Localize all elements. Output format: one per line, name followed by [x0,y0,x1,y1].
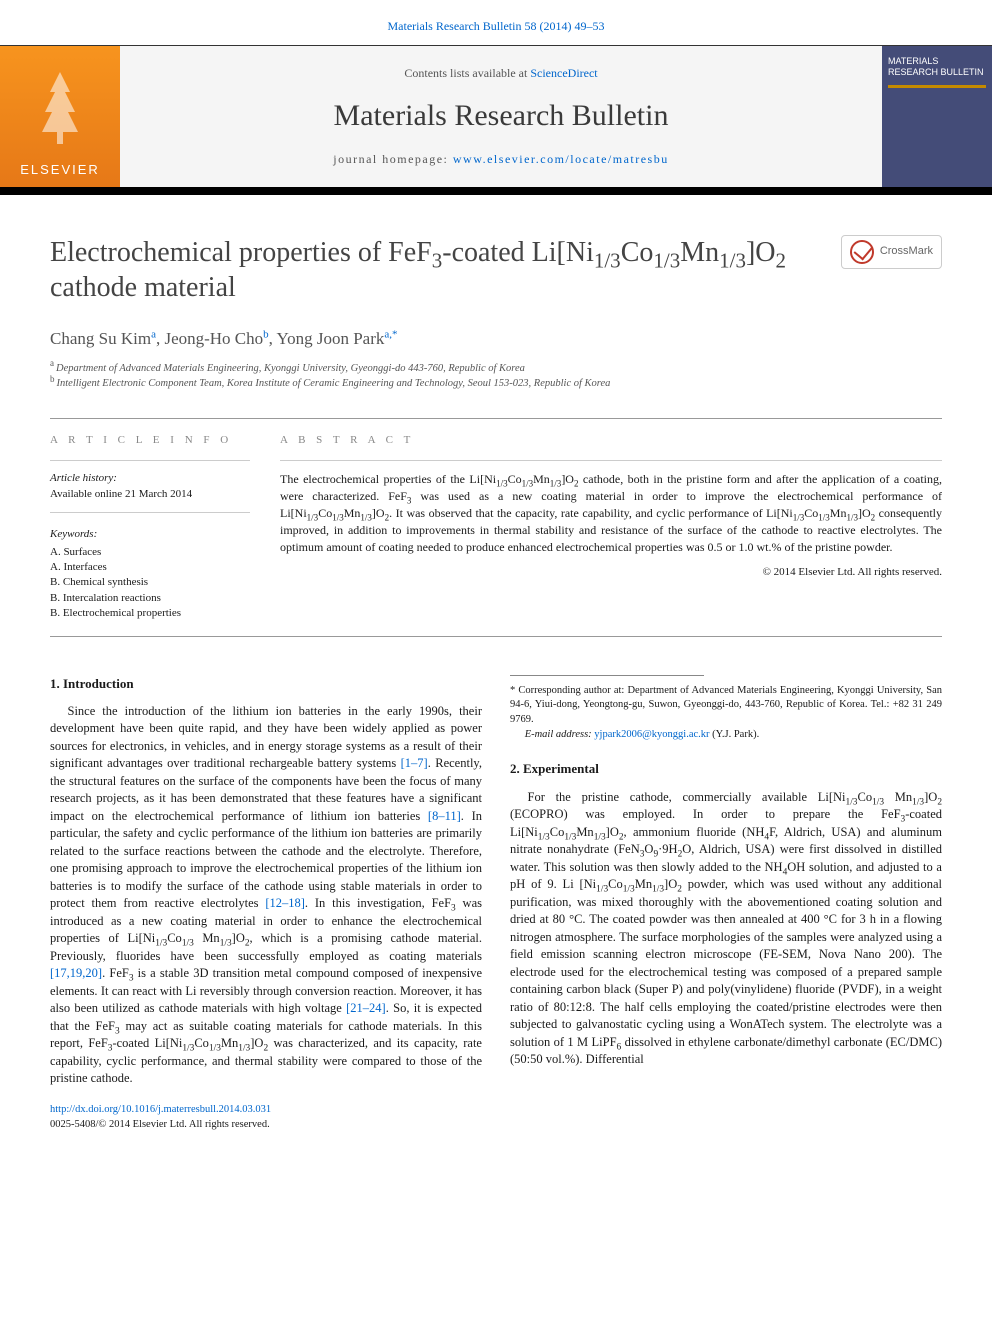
issn-copyright: 0025-5408/© 2014 Elsevier Ltd. All right… [50,1119,270,1130]
doi-block: http://dx.doi.org/10.1016/j.materresbull… [50,1103,942,1132]
article-info-heading: A R T I C L E I N F O [50,433,250,448]
crossmark-label: CrossMark [880,244,933,259]
email-author: (Y.J. Park). [710,729,760,740]
elsevier-tree-icon [25,62,95,152]
body-columns: 1. Introduction Since the introduction o… [50,675,942,1090]
email-link[interactable]: yjpark2006@kyonggi.ac.kr [594,729,709,740]
article-title: Electrochemical properties of FeF3-coate… [50,235,821,305]
history-label: Article history: [50,471,250,486]
cover-bar [888,85,986,88]
info-abstract-block: A R T I C L E I N F O Article history: A… [50,418,942,637]
journal-homepage: journal homepage: www.elsevier.com/locat… [140,151,862,168]
crossmark-icon [850,240,874,264]
corresponding-footnote: * Corresponding author at: Department of… [510,684,942,728]
authors: Chang Su Kima, Jeong-Ho Chob, Yong Joon … [50,327,942,351]
crossmark-badge[interactable]: CrossMark [841,235,942,269]
top-citation-link[interactable]: Materials Research Bulletin 58 (2014) 49… [388,19,605,33]
publisher-logo: ELSEVIER [0,46,120,187]
affiliations: aDepartment of Advanced Materials Engine… [50,361,942,393]
section-intro-heading: 1. Introduction [50,675,482,693]
info-divider-2 [50,512,250,513]
abstract-copyright: © 2014 Elsevier Ltd. All rights reserved… [280,565,942,580]
experimental-paragraph: For the pristine cathode, commercially a… [510,789,942,1069]
publisher-name: ELSEVIER [20,161,100,179]
article-body: Electrochemical properties of FeF3-coate… [0,195,992,1163]
journal-name: Materials Research Bulletin [140,95,862,137]
footnote-separator [510,675,704,676]
header-center: Contents lists available at ScienceDirec… [120,46,882,187]
contents-available: Contents lists available at ScienceDirec… [140,65,862,82]
cover-title: MATERIALS RESEARCH BULLETIN [888,56,986,78]
intro-paragraph: Since the introduction of the lithium io… [50,703,482,1088]
keyword: B. Electrochemical properties [50,606,250,621]
keyword: B. Chemical synthesis [50,575,250,590]
section-exp-heading: 2. Experimental [510,760,942,778]
article-info-col: A R T I C L E I N F O Article history: A… [50,419,250,636]
abstract-text: The electrochemical properties of the Li… [280,471,942,555]
homepage-prefix: journal homepage: [333,152,453,166]
keyword: A. Surfaces [50,545,250,560]
email-label: E-mail address: [525,729,595,740]
contents-prefix: Contents lists available at [404,66,530,80]
keywords-label: Keywords: [50,527,250,542]
email-footnote: E-mail address: yjpark2006@kyonggi.ac.kr… [510,728,942,743]
sciencedirect-link[interactable]: ScienceDirect [530,66,597,80]
abstract-divider [280,460,942,461]
keyword: A. Interfaces [50,560,250,575]
journal-header: ELSEVIER Contents lists available at Sci… [0,45,992,195]
abstract-col: A B S T R A C T The electrochemical prop… [280,419,942,636]
doi-link[interactable]: http://dx.doi.org/10.1016/j.materresbull… [50,1104,271,1115]
title-row: Electrochemical properties of FeF3-coate… [50,235,942,305]
homepage-link[interactable]: www.elsevier.com/locate/matresbu [453,152,669,166]
history-value: Available online 21 March 2014 [50,487,250,502]
top-citation: Materials Research Bulletin 58 (2014) 49… [0,0,992,45]
info-divider-1 [50,460,250,461]
keyword: B. Intercalation reactions [50,591,250,606]
affiliation-b: bIntelligent Electronic Component Team, … [50,376,942,392]
abstract-heading: A B S T R A C T [280,433,942,448]
journal-cover-thumb: MATERIALS RESEARCH BULLETIN [882,46,992,187]
affiliation-a: aDepartment of Advanced Materials Engine… [50,361,942,377]
